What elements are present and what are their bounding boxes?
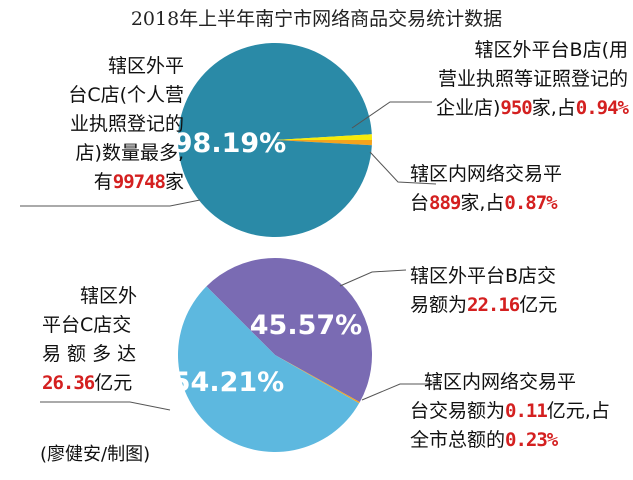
amount-pie-label-c: 54.21% <box>172 367 284 398</box>
annotation-c-count: 辖区外平 台C店(个人营 业执照登记的 店)数量最多, 有99748家 <box>68 55 184 193</box>
pie-slice-b-amount <box>206 258 372 403</box>
leader-line-b-count <box>351 101 432 129</box>
leader-line-internal-count <box>369 151 437 185</box>
page-title: 2018年上半年南宁市网络商品交易统计数据 <box>130 8 503 30</box>
annotation-b-count: 辖区外平台B店(用 营业执照等证照登记的 企业店)950家,占0.94% <box>436 39 629 119</box>
credit-text: (廖健安/制图) <box>40 444 151 465</box>
annotation-c-amount: 辖区外 平台C店交 易 额 多 达 26.36亿元 <box>42 285 138 394</box>
pie-slice-b-count <box>275 134 372 140</box>
pie-slice-c-amount <box>177 286 360 453</box>
pie-slice-internal-count <box>275 140 372 146</box>
amount-pie-label-b: 45.57% <box>250 310 362 341</box>
pie-slice-c-count <box>177 42 372 237</box>
count-pie-label-c: 98.19% <box>174 128 286 159</box>
annotation-internal-amount: 辖区内网络交易平 台交易额为0.11亿元,占 全市总额的0.23% <box>410 371 610 451</box>
pie-slice-internal-amount <box>275 355 360 404</box>
leader-line-b-amount <box>339 269 407 287</box>
amount-pie-chart <box>177 258 372 453</box>
annotation-internal-count: 辖区内网络交易平 台889家,占0.87% <box>410 163 563 214</box>
leader-line-internal-amount <box>361 383 436 401</box>
annotation-b-amount: 辖区外平台B店交 易额为22.16亿元 <box>410 265 558 316</box>
count-pie-chart <box>177 42 372 237</box>
leader-line-c-count <box>20 199 201 207</box>
leader-line-c-amount <box>40 401 171 411</box>
